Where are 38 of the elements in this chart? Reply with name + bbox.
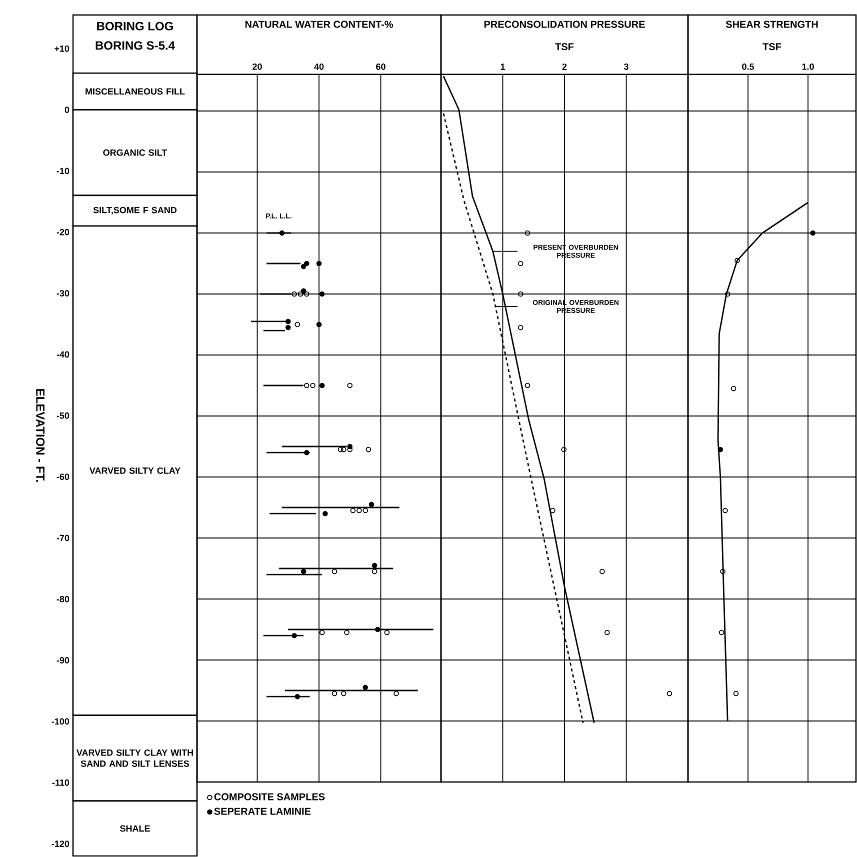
x-tick-label: 2 xyxy=(562,64,567,70)
x-tick-label: 3 xyxy=(624,64,628,70)
x-tick-label: 1 xyxy=(500,64,506,70)
series-label: VARVED SILTY CLAY WITH SAND AND SILT LENSES xyxy=(76,750,193,767)
x-tick-label: 0.5 xyxy=(742,64,754,70)
y-tick-label: -10 xyxy=(56,168,70,174)
y-tick-label: -30 xyxy=(56,290,70,297)
y-axis-title: ELEVATION - FT. xyxy=(36,389,45,482)
series-label: SHALE xyxy=(120,825,150,832)
y-tick-label: -40 xyxy=(56,351,70,358)
y-tick-label: -100 xyxy=(52,718,70,725)
y-tick-label: +10 xyxy=(54,46,70,52)
legend-label: SEPERATE LAMINIE xyxy=(214,808,311,815)
y-tick-label: -60 xyxy=(56,474,70,480)
series-label: ORGANIC SILT xyxy=(103,150,168,156)
y-tick-label: -110 xyxy=(52,780,70,786)
x-tick-label: 60 xyxy=(376,64,386,70)
series-label: SILT,SOME F SAND xyxy=(93,207,177,215)
chart-title: NATURAL WATER CONTENT-% xyxy=(245,20,393,28)
x-tick-label: 40 xyxy=(314,64,324,70)
chart-title: PRECONSOLIDATION PRESSURE xyxy=(484,20,645,28)
legend-label: COMPOSITE SAMPLES xyxy=(214,793,325,801)
x-axis-title: TSF xyxy=(762,43,782,50)
chart-title: BORING LOG xyxy=(97,22,173,31)
y-tick-label: -20 xyxy=(56,229,70,236)
x-axis-title: TSF xyxy=(555,43,574,50)
chart-title: SHEAR STRENGTH xyxy=(726,20,818,28)
y-tick-label: 0 xyxy=(64,106,70,114)
y-tick-label: -90 xyxy=(56,657,70,664)
y-tick-label: -70 xyxy=(56,534,70,542)
y-tick-label: -50 xyxy=(56,412,70,419)
y-tick-label: -80 xyxy=(56,596,70,602)
x-tick-label: 20 xyxy=(252,64,262,70)
y-tick-label: -120 xyxy=(52,840,70,848)
series-label: VARVED SILTY CLAY xyxy=(89,468,180,474)
series-label: MISCELLANEOUS FILL xyxy=(86,88,185,95)
x-tick-label: 1.0 xyxy=(802,64,814,70)
text: BORING S-5.4 xyxy=(96,41,175,50)
